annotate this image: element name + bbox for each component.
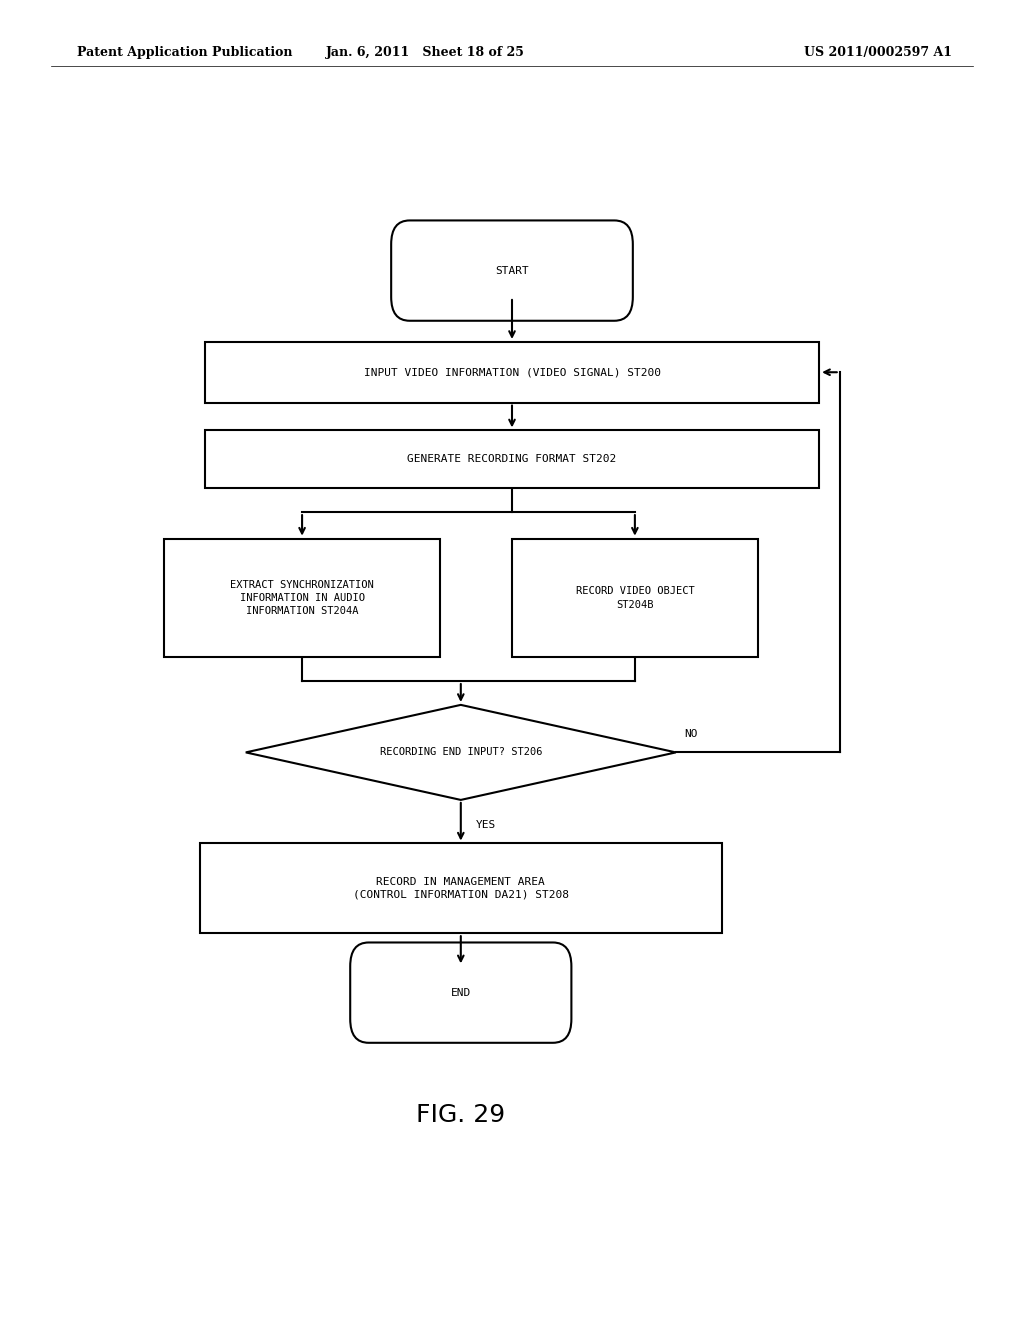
Bar [164,539,440,657]
Text: RECORD IN MANAGEMENT AREA
(CONTROL INFORMATION DA21) ST208: RECORD IN MANAGEMENT AREA (CONTROL INFOR… [353,876,568,900]
Text: END: END [451,987,471,998]
Bar [512,539,758,657]
Text: Jan. 6, 2011   Sheet 18 of 25: Jan. 6, 2011 Sheet 18 of 25 [326,46,524,59]
Polygon shape [246,705,676,800]
Text: YES: YES [476,820,497,830]
Text: RECORD VIDEO OBJECT
ST204B: RECORD VIDEO OBJECT ST204B [575,586,694,610]
Text: NO: NO [684,729,697,739]
Bar [205,342,819,403]
Bar [200,843,722,933]
Text: Patent Application Publication: Patent Application Publication [77,46,292,59]
Text: FIG. 29: FIG. 29 [416,1104,506,1127]
Text: INPUT VIDEO INFORMATION (VIDEO SIGNAL) ST200: INPUT VIDEO INFORMATION (VIDEO SIGNAL) S… [364,367,660,378]
FancyBboxPatch shape [350,942,571,1043]
Text: START: START [496,265,528,276]
Text: US 2011/0002597 A1: US 2011/0002597 A1 [804,46,952,59]
Text: GENERATE RECORDING FORMAT ST202: GENERATE RECORDING FORMAT ST202 [408,454,616,465]
Text: EXTRACT SYNCHRONIZATION
INFORMATION IN AUDIO
INFORMATION ST204A: EXTRACT SYNCHRONIZATION INFORMATION IN A… [230,579,374,616]
Bar [205,430,819,488]
FancyBboxPatch shape [391,220,633,321]
Text: RECORDING END INPUT? ST206: RECORDING END INPUT? ST206 [380,747,542,758]
